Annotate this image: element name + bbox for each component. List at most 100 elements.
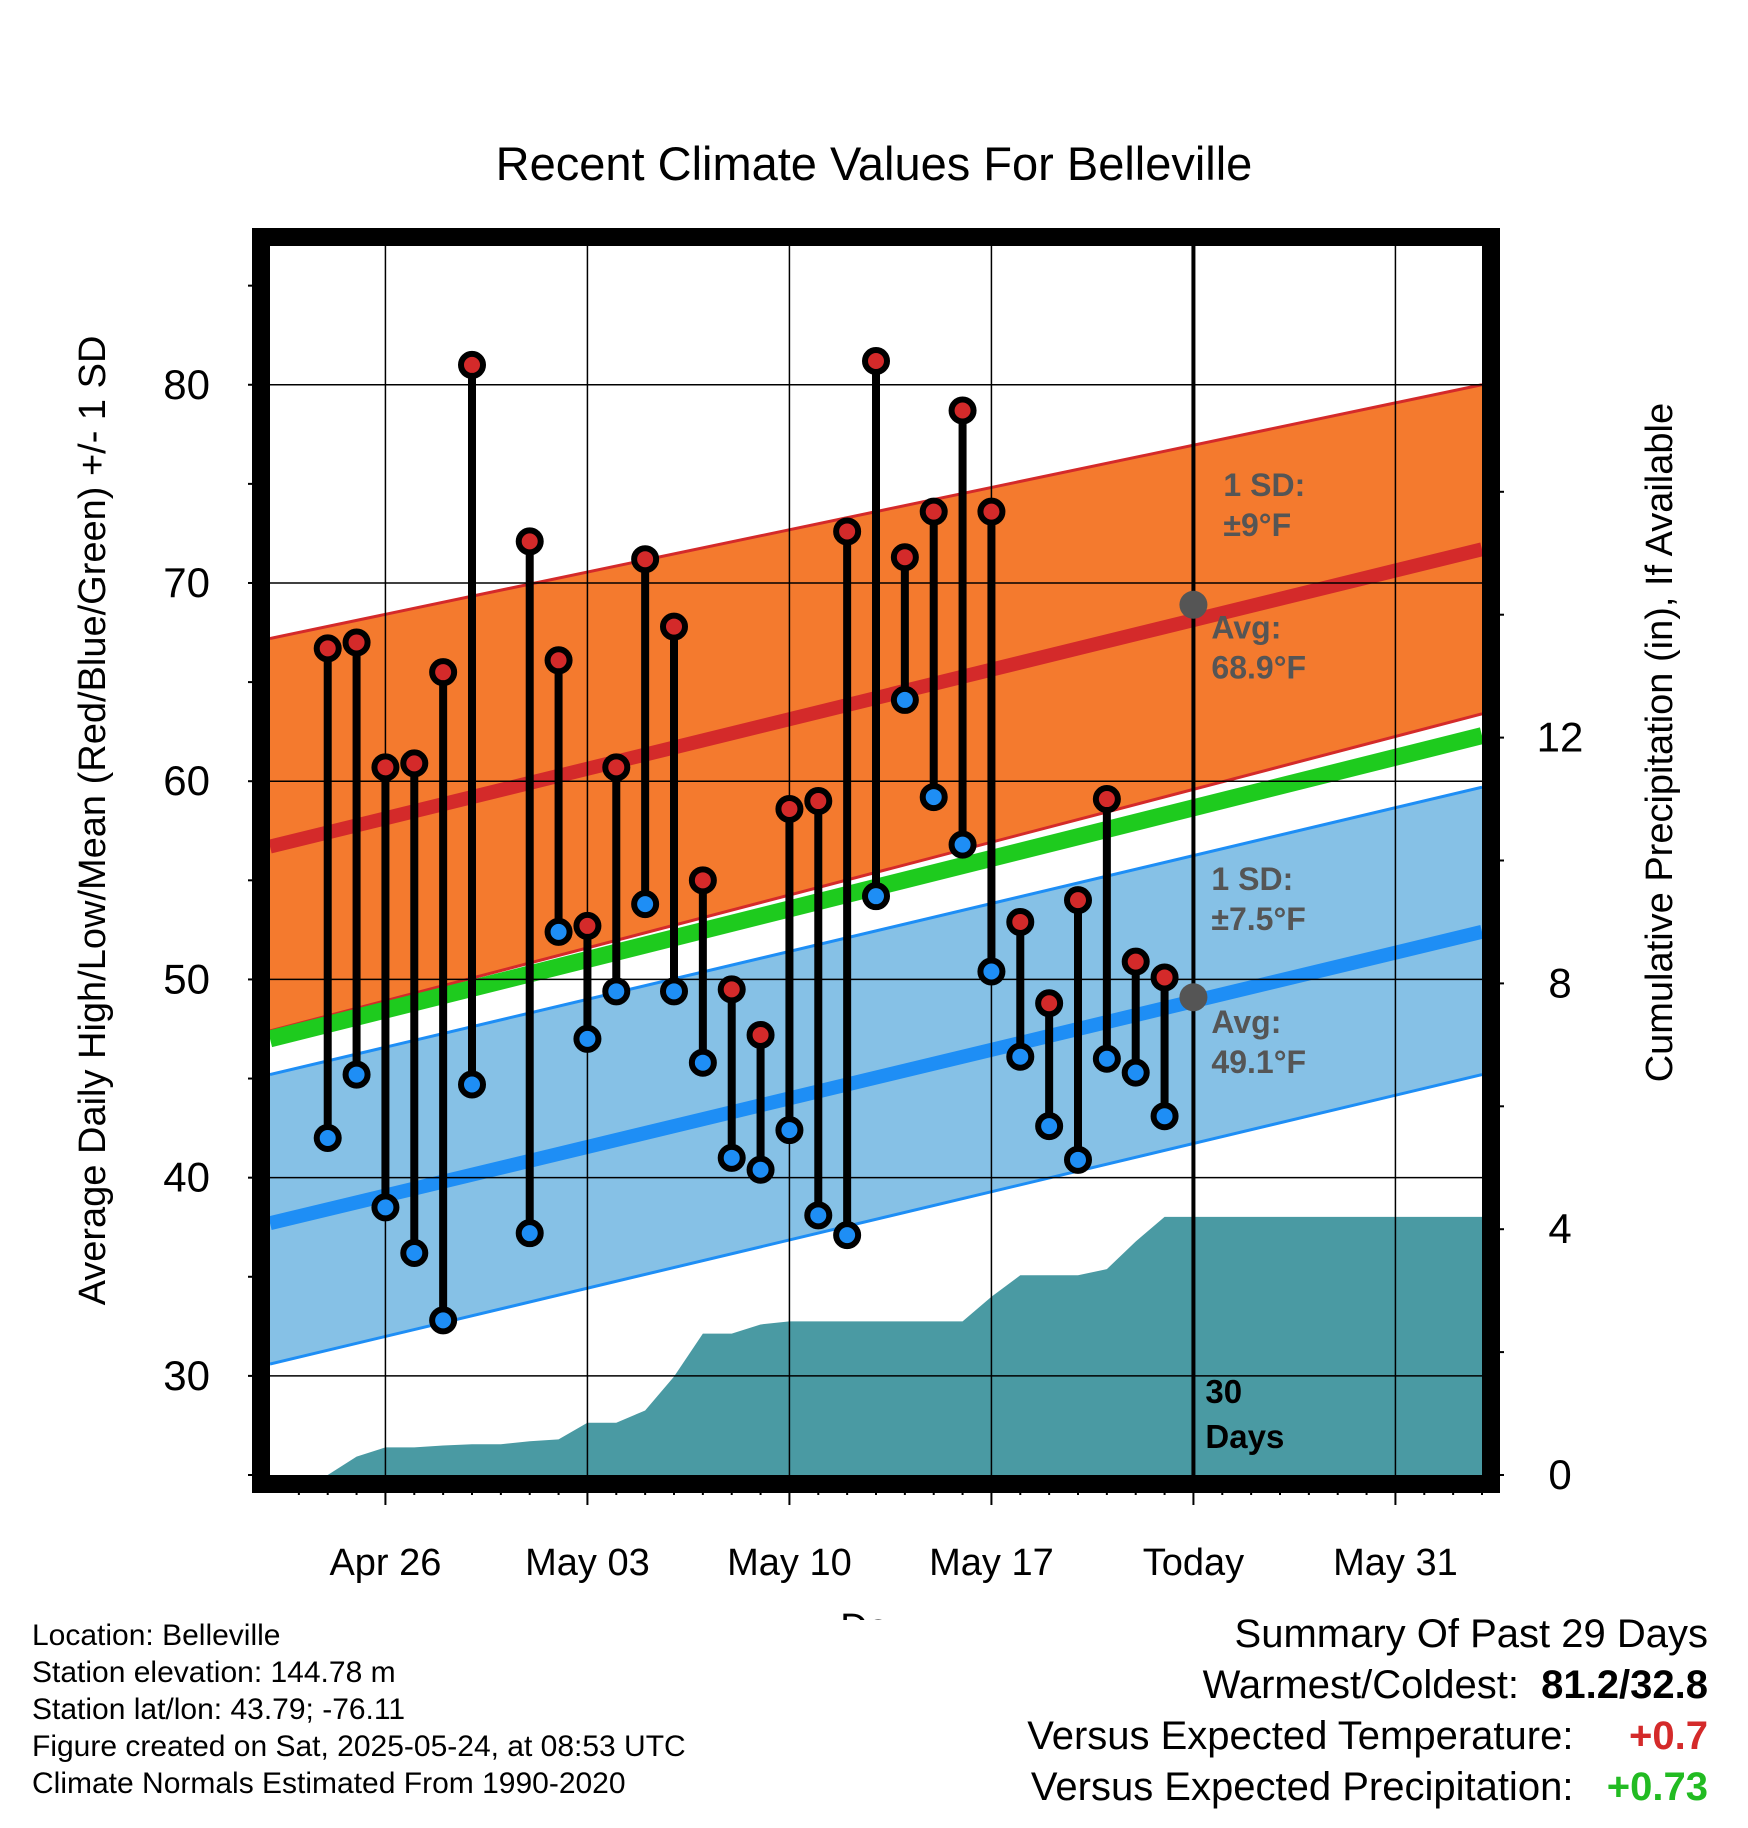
high-avg-annotation: Avg: 68.9°F [1211,609,1306,685]
low-point [862,882,890,911]
y2-tick-label: 12 [1537,714,1584,761]
today-low-avg-marker [1179,983,1208,1012]
warmest-coldest-value: 81.2/32.8 [1541,1663,1708,1707]
summary-title: Summary Of Past 29 Days [1234,1612,1708,1656]
y-tick-label: 80 [163,361,210,408]
high-point [890,543,919,572]
y2-tick-label: 4 [1548,1205,1571,1252]
today-high-avg-marker [1179,590,1208,619]
low-point [400,1238,429,1267]
low-point [775,1116,804,1145]
high-point [688,866,717,895]
y-tick-label: 50 [163,955,210,1002]
chart-title: Recent Climate Values For Belleville [496,137,1253,190]
low-point [631,890,660,919]
low-point [660,977,688,1006]
high-point [660,612,688,641]
warmest-coldest-row: Warmest/Coldest: 81.2/32.8 [1027,1663,1708,1714]
low-point [371,1193,400,1222]
y-tick-label: 30 [163,1352,210,1399]
y2-tick-label: 0 [1548,1451,1571,1498]
created-text: Figure created on Sat, 2025-05-24, at 08… [32,1730,686,1763]
normals-text: Climate Normals Estimated From 1990-2020 [32,1767,626,1800]
low-point [342,1060,371,1089]
low-point [602,977,631,1006]
low-point [948,830,977,859]
low-point [429,1306,458,1335]
low-point [890,685,919,714]
high-point [717,975,746,1004]
high-point [775,794,804,823]
low-point [977,957,1006,986]
low-sd-lower-line [270,1073,1482,1366]
high-point [400,749,429,778]
high-point [602,753,631,782]
high-sd-annotation: 1 SD: ±9°F [1223,467,1305,543]
high-point [342,628,371,657]
x-tick-label: May 10 [727,1542,852,1584]
high-point [804,787,833,816]
low-point [833,1221,862,1250]
location-text: Location: Belleville [32,1619,281,1652]
low-point [688,1048,717,1077]
low-point [919,783,948,812]
low-point [717,1143,746,1172]
high-point [977,497,1006,526]
low-point [573,1024,602,1053]
low-point [1150,1102,1179,1131]
precip-area [270,1216,1482,1475]
high-point [1092,785,1121,814]
y2-axis-label: Cumulative Precipitation (in), If Availa… [1639,403,1681,1082]
low-point [1006,1042,1035,1071]
x-axis-label: Day [840,1607,908,1620]
x-tick-label: Today [1143,1542,1244,1584]
high-point [515,527,544,556]
precip-anomaly-row: Versus Expected Precipitation: +0.73 [1027,1765,1708,1816]
high-point [862,346,890,375]
x-tick-label: May 03 [525,1542,650,1584]
low-point [515,1219,544,1248]
precip-anomaly-value: +0.73 [1606,1765,1708,1809]
y-tick-label: 60 [163,757,210,804]
temp-anomaly-row: Versus Expected Temperature: +0.7 [1027,1714,1708,1765]
x-tick-label: May 31 [1333,1542,1458,1584]
temp-anomaly-value: +0.7 [1629,1714,1708,1758]
plot-area [270,246,1482,1475]
low-point [544,917,573,946]
low-normal-line [270,925,1482,1231]
low-point [1035,1112,1064,1141]
y-tick-label: 40 [163,1154,210,1201]
low-point [1092,1044,1121,1073]
temp-anomaly-label: Versus Expected Temperature: [1027,1714,1574,1758]
climate-chart: 1 SD: ±9°F Avg: 68.9°F 1 SD: ±7.5°F Avg: 49.1°F… [72,137,1681,1620]
elevation-text: Station elevation: 144.78 m [32,1656,396,1689]
high-point [371,753,400,782]
x-tick-label: May 17 [929,1542,1054,1584]
summary-panel: Summary Of Past 29 Days Warmest/Coldest:… [1027,1612,1708,1816]
high-point [833,517,862,546]
high-point [1006,907,1035,936]
high-point [1035,989,1064,1018]
precip-anomaly-label: Versus Expected Precipitation: [1030,1765,1574,1809]
low-avg-annotation: Avg: 49.1°F [1211,1004,1306,1080]
latlon-text: Station lat/lon: 43.79; -76.11 [32,1693,406,1726]
high-point [573,911,602,940]
high-point [948,396,977,425]
low-point [1064,1145,1092,1174]
low-point [746,1155,775,1184]
low-point [1121,1058,1150,1087]
low-sd-annotation: 1 SD: ±7.5°F [1211,861,1305,937]
days-label: 30 Days [1205,1373,1284,1455]
high-point [544,646,573,675]
low-point [313,1124,342,1153]
station-info: Location: Belleville Station elevation: … [32,1617,686,1802]
low-point [458,1070,486,1099]
y-axis-label: Average Daily High/Low/Mean (Red/Blue/Gr… [72,336,114,1306]
high-point [313,634,342,663]
high-point [919,497,948,526]
high-point [458,350,486,379]
x-tick-label: Apr 26 [329,1542,441,1584]
warmest-coldest-label: Warmest/Coldest: [1202,1663,1519,1707]
high-point [1121,947,1150,976]
high-point [746,1020,775,1049]
